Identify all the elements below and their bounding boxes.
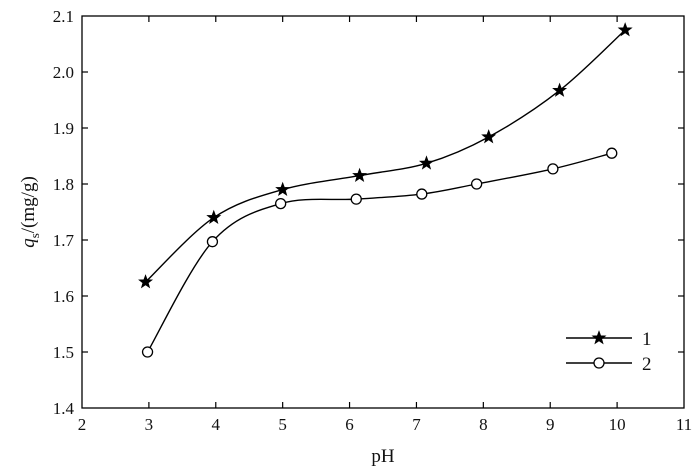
legend-label-2: 2 [642,354,652,375]
y-tick-label: 1.7 [53,231,75,250]
series-2-point [141,346,154,358]
x-tick-label: 7 [412,415,421,434]
x-tick-label: 5 [278,415,287,434]
series-1-point [206,209,222,224]
x-tick-label: 10 [609,415,626,434]
legend: 12 [566,329,652,375]
series-curves [145,29,626,353]
x-tick-label: 3 [145,415,154,434]
y-tick-label: 2.1 [53,7,74,26]
y-tick-label: 1.5 [53,343,74,362]
legend-marker-1 [591,330,607,345]
x-tick-label: 2 [78,415,87,434]
series-2-point [606,147,618,159]
series-1-point [481,129,497,144]
x-tick-label: 4 [212,415,221,434]
series-2-point [470,178,483,190]
series-2-line [146,152,612,353]
y-axis-label-symbol: q [18,238,39,248]
series-2-point [416,188,428,200]
series-markers [138,22,633,358]
y-tick-label: 1.6 [53,287,74,306]
series-2-point [350,193,362,205]
y-tick-label: 1.4 [53,399,75,418]
plot-frame [81,15,685,409]
series-1-point [352,167,368,182]
x-tick-label: 6 [345,415,354,434]
x-axis-label: pH [371,446,395,467]
y-axis-label-subscript: s [27,233,42,238]
series-1-point [138,274,154,289]
series-1-point [552,82,568,97]
y-tick-label: 2.0 [53,63,74,82]
y-tick-label: 1.8 [53,175,74,194]
series-2-point [547,163,559,175]
series-1-point [617,22,633,37]
series-2-point [206,236,219,248]
x-tick-label: 8 [479,415,488,434]
y-tick-label: 1.9 [53,119,74,138]
axis-tick-labels: 2 3 4 5 6 7 8 9 10 11 1.4 1.5 1.6 1.7 1.8 1.9 2.0 2.1 [53,7,692,434]
x-tick-label: 11 [676,415,692,434]
series-2-point [275,197,287,210]
series-1-point [275,181,291,196]
legend-marker-2 [593,357,605,369]
y-axis-label-unit: /(mg/g) [18,176,39,233]
series-1-point [418,155,434,170]
x-tick-label: 9 [546,415,555,434]
axis-ticks [82,16,684,408]
legend-label-1: 1 [642,329,652,350]
y-axis-label: qs/(mg/g) [18,176,42,248]
